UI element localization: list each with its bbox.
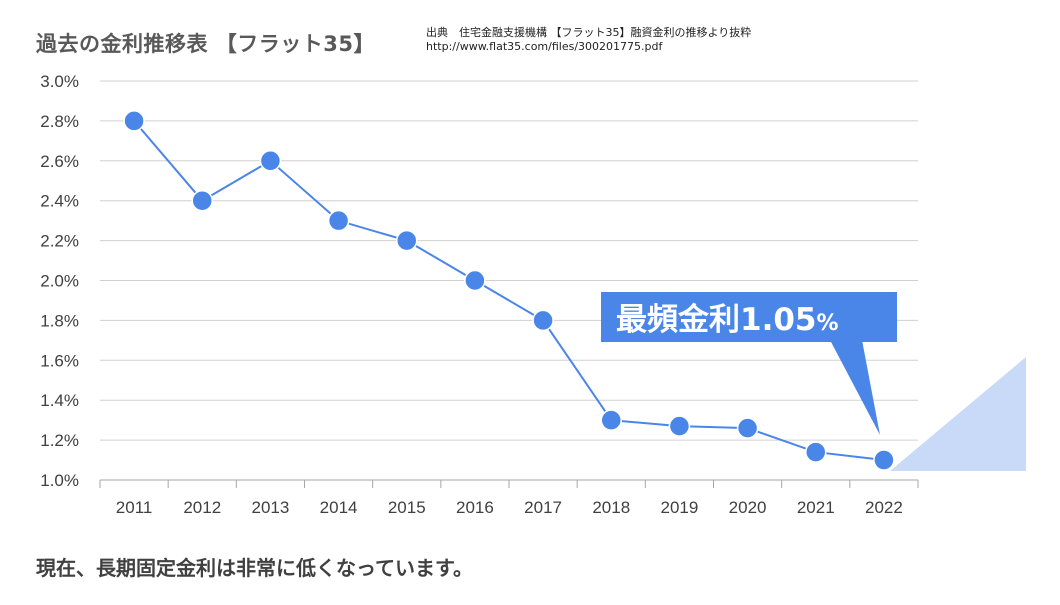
source-citation: 出典 住宅金融支援機構 【フラット35】融資金利の推移より抜粋 http://w… [426, 26, 751, 54]
callout-unit: % [817, 311, 839, 336]
x-tick-label: 2015 [388, 498, 426, 517]
x-axis: 2011 2012 2013 2014 2015 2016 2017 2018 2019 2020… [99, 479, 919, 517]
callout-box [601, 292, 897, 342]
data-point [396, 229, 418, 252]
y-tick-label: 1.8% [40, 311, 79, 330]
y-tick-label: 1.0% [40, 471, 79, 490]
x-tick-label: 2018 [592, 498, 630, 517]
data-point [873, 449, 895, 471]
gridlines [100, 80, 918, 441]
source-line-1: 出典 住宅金融支援機構 【フラット35】融資金利の推移より抜粋 [426, 26, 752, 39]
x-tick-label: 2021 [797, 498, 835, 517]
x-tick-label: 2022 [865, 498, 903, 517]
callout-pointer [830, 340, 880, 435]
y-tick-label: 2.0% [40, 272, 79, 291]
series-polyline [133, 120, 885, 462]
y-tick-label: 2.6% [40, 152, 79, 171]
data-point [464, 269, 486, 292]
x-tick-label: 2020 [729, 498, 767, 517]
data-point [736, 417, 759, 439]
y-tick-label: 1.6% [40, 351, 79, 370]
svg-text:最頻金利1.05%: 最頻金利1.05% [616, 302, 839, 338]
data-point [805, 441, 827, 463]
y-tick-label: 1.2% [40, 431, 79, 450]
data-point [600, 409, 622, 431]
x-tick-label: 2017 [524, 498, 562, 517]
y-tick-label: 1.4% [40, 391, 79, 410]
y-tick-label: 2.2% [40, 232, 79, 251]
x-tick-label: 2014 [320, 498, 358, 517]
line-chart: 3.0% 2.8% 2.6% 2.4% 2.2% 2.0% 1.8% 1.6% 1.4% 1.2%… [40, 72, 1026, 517]
data-point [327, 209, 350, 232]
x-tick-label: 2013 [252, 498, 290, 517]
x-tick-label: 2011 [116, 498, 153, 517]
source-link[interactable]: http://www.flat35.com/files/300201775.pd… [426, 40, 663, 53]
y-tick-label: 3.0% [40, 72, 79, 91]
chart-title: 過去の金利推移表 【フラット35】 [36, 32, 376, 56]
x-tick-label: 2012 [183, 498, 221, 517]
footer-note: 現在、長期固定金利は非常に低くなっています。 [36, 556, 473, 580]
y-tick-label: 2.8% [40, 112, 79, 131]
data-point [123, 110, 145, 132]
x-tick-label: 2019 [661, 498, 699, 517]
data-point [668, 415, 691, 437]
callout-main-text: 最頻金利1.05 [616, 302, 817, 338]
x-tick-label: 2016 [456, 498, 494, 517]
y-tick-label: 2.4% [40, 192, 79, 211]
data-point [259, 150, 282, 172]
y-axis: 3.0% 2.8% 2.6% 2.4% 2.2% 2.0% 1.8% 1.6% 1.4% 1.2%… [40, 72, 79, 490]
series-line [123, 110, 895, 471]
data-point [191, 189, 213, 212]
data-point [532, 309, 554, 332]
callout: 最頻金利1.05% [601, 292, 897, 435]
decorative-triangle [890, 357, 1026, 471]
